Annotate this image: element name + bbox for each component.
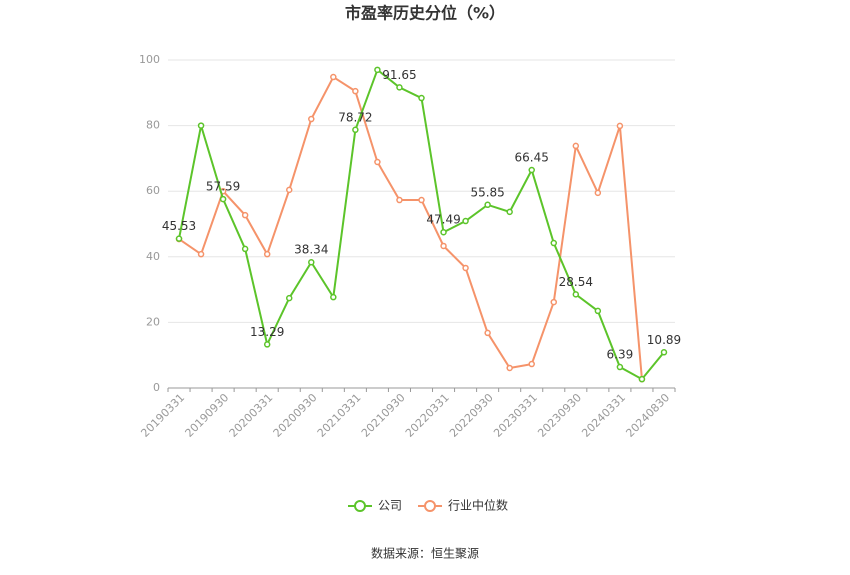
data-point: [219, 195, 227, 203]
data-label: 10.89: [647, 333, 681, 347]
source-note: 数据来源：恒生聚源: [371, 546, 479, 561]
x-tick-label: 20220331: [403, 391, 452, 440]
data-point: [594, 189, 602, 197]
x-tick-label: 20220930: [447, 391, 496, 440]
data-point: [374, 158, 381, 166]
data-point: [572, 291, 580, 298]
data-point: [550, 239, 558, 247]
data-point: [241, 211, 249, 219]
data-point: [352, 126, 359, 134]
x-tick-label: 20190331: [138, 391, 187, 440]
data-point: [330, 293, 337, 301]
series-line: [178, 75, 643, 380]
data-point: [396, 196, 403, 204]
x-tick-label: 20240830: [623, 391, 672, 440]
y-tick-label: 40: [146, 250, 160, 263]
data-point: [263, 341, 271, 348]
y-tick-label: 0: [153, 381, 160, 394]
legend-marker: [424, 500, 437, 512]
data-point: [418, 94, 425, 102]
data-label: 78.72: [338, 110, 372, 124]
data-point: [462, 217, 469, 225]
data-label: 66.45: [515, 151, 549, 165]
x-tick-label: 20200930: [271, 391, 320, 440]
x-tick-label: 20190930: [183, 391, 232, 440]
data-point: [594, 307, 602, 315]
legend-label: 公司: [378, 499, 402, 513]
x-tick-label: 20210331: [315, 391, 364, 440]
data-point: [197, 250, 205, 258]
data-point: [374, 66, 381, 74]
data-point: [285, 294, 293, 302]
data-label: 91.65: [382, 68, 416, 82]
data-point: [197, 122, 205, 129]
data-label: 38.34: [294, 243, 328, 257]
data-point: [330, 73, 337, 81]
data-label: 55.85: [470, 185, 504, 199]
x-tick-label: 20200331: [227, 391, 276, 440]
data-point: [352, 87, 359, 95]
legend-label: 行业中位数: [448, 498, 508, 513]
data-point: [528, 166, 535, 174]
data-point: [616, 363, 624, 371]
y-tick-label: 60: [146, 184, 160, 197]
x-tick-label: 20210930: [359, 391, 408, 440]
data-point: [506, 364, 513, 372]
data-label: 13.29: [250, 325, 284, 339]
data-point: [241, 245, 249, 253]
data-point: [308, 258, 315, 266]
data-point: [440, 228, 447, 236]
data-point: [550, 298, 558, 306]
data-point: [285, 186, 293, 194]
chart-title: 市盈率历史分位（%）: [345, 4, 505, 23]
y-tick-label: 80: [146, 119, 160, 132]
data-point: [263, 250, 271, 258]
data-point: [528, 360, 535, 368]
x-tick-label: 20240331: [579, 391, 628, 440]
x-tick-label: 20230930: [535, 391, 584, 440]
data-point: [484, 201, 491, 209]
data-point: [572, 142, 580, 150]
data-point: [616, 122, 624, 130]
data-label: 45.53: [162, 219, 196, 233]
data-point: [462, 264, 469, 272]
data-point: [396, 84, 403, 91]
data-point: [638, 375, 646, 383]
data-point: [308, 115, 315, 123]
data-point: [660, 349, 668, 356]
x-tick-label: 20230331: [491, 391, 540, 440]
y-tick-label: 100: [139, 53, 160, 66]
data-label: 47.49: [426, 213, 460, 227]
data-point: [440, 242, 447, 250]
data-point: [175, 235, 183, 242]
y-tick-label: 20: [146, 315, 160, 328]
legend-marker: [354, 500, 366, 512]
data-point: [506, 208, 513, 216]
data-point: [484, 329, 491, 337]
data-label: 6.39: [607, 348, 634, 362]
data-label: 28.54: [559, 275, 593, 289]
data-point: [418, 196, 425, 204]
data-label: 57.59: [206, 180, 240, 194]
